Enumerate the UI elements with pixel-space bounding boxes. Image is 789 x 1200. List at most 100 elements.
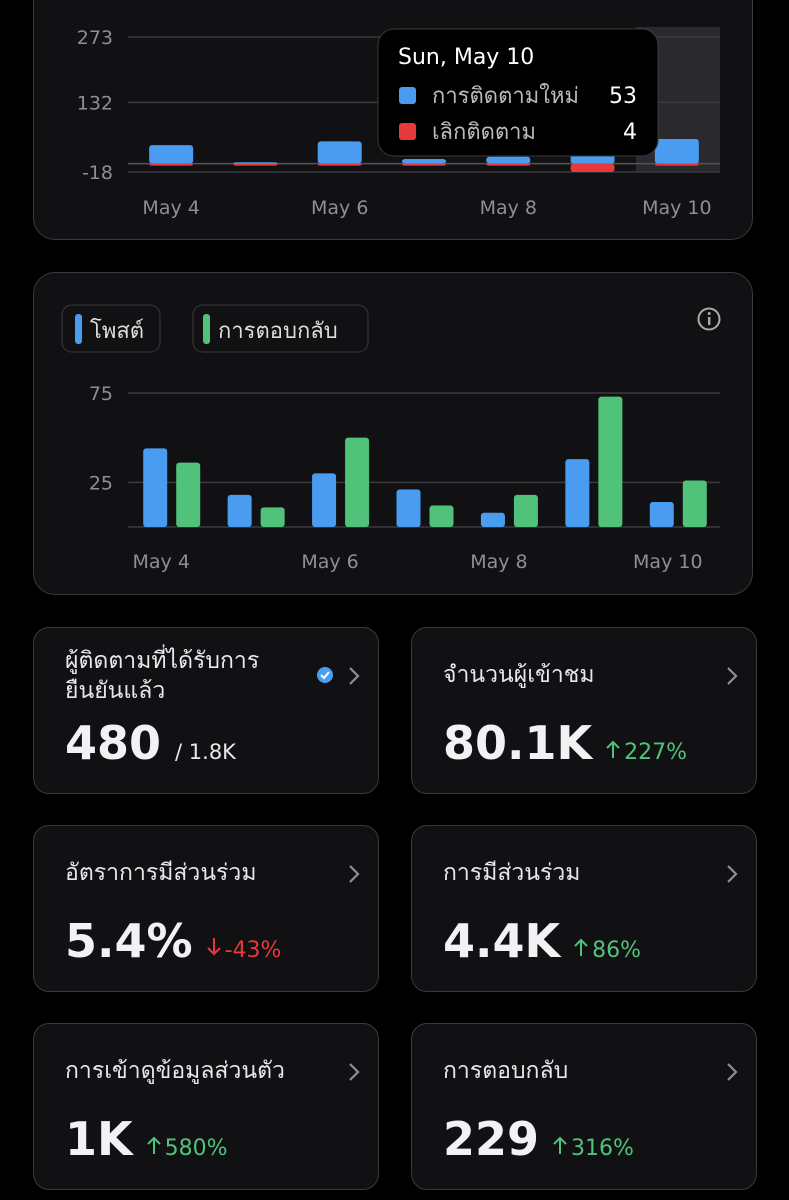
legend-swatch	[75, 314, 82, 344]
card-value-row: 80.1K 227%	[443, 716, 687, 770]
card-value: 5.4%	[65, 914, 193, 968]
bar	[513, 494, 538, 527]
card-title: ผู้ติดตามที่ได้รับการยืนยันแล้ว	[65, 648, 260, 704]
tooltip-title: Sun, May 10	[398, 45, 534, 70]
bar	[480, 512, 505, 527]
chevron	[348, 1062, 360, 1086]
card-value-row: 480 / 1.8K	[65, 716, 236, 770]
legend-chip[interactable]	[192, 304, 369, 353]
x-tick-label: May 10	[642, 197, 712, 219]
chevron	[348, 666, 360, 690]
stat-card[interactable]: อัตราการมีส่วนร่วม 5.4% -43%	[33, 825, 379, 992]
x-tick-label: May 8	[470, 551, 527, 573]
chevron	[726, 666, 738, 690]
legend-chip[interactable]	[61, 304, 161, 353]
bar	[486, 156, 531, 164]
y-tick-label: 273	[77, 27, 113, 49]
card-value-row: 5.4% -43%	[65, 914, 281, 968]
stat-card[interactable]: การมีส่วนร่วม 4.4K 86%	[411, 825, 757, 992]
y-tick-label: 132	[77, 92, 113, 114]
stat-card[interactable]: ผู้ติดตามที่ได้รับการยืนยันแล้ว 480 / 1.8K	[33, 627, 379, 794]
tooltip-swatch	[399, 123, 416, 140]
change-value: 227%	[624, 739, 688, 765]
card-value: 80.1K	[443, 716, 593, 770]
x-tick-label: May 10	[633, 551, 703, 573]
tooltip-value: 53	[609, 84, 637, 109]
card-value: 4.4K	[443, 914, 561, 968]
card-total: / 1.8K	[175, 740, 236, 764]
bar	[654, 139, 699, 164]
bar	[143, 448, 168, 527]
card-value-row: 229 316%	[443, 1112, 634, 1166]
tooltip-value: 4	[623, 120, 637, 145]
card-change: -43%	[206, 937, 282, 963]
bar	[402, 159, 446, 164]
stat-card[interactable]: การตอบกลับ 229 316%	[411, 1023, 757, 1190]
bar	[312, 473, 337, 527]
chevron	[348, 864, 360, 888]
bar	[345, 437, 370, 527]
bar	[682, 480, 707, 527]
bar	[598, 396, 623, 527]
bar	[486, 163, 531, 166]
tooltip-label: การติดตามใหม่	[432, 83, 579, 109]
x-tick-label: May 4	[142, 197, 199, 219]
bar	[565, 459, 590, 527]
card-title: การตอบกลับ	[443, 1058, 569, 1084]
legend-label[interactable]: โพสต์	[90, 318, 144, 344]
chevron	[726, 864, 738, 888]
card-change: 227%	[606, 739, 687, 765]
card-change: 86%	[574, 937, 641, 963]
card-value: 229	[443, 1112, 540, 1166]
card-title: การมีส่วนร่วม	[443, 860, 581, 886]
stat-card[interactable]: จำนวนผู้เข้าชม 80.1K 227%	[411, 627, 757, 794]
card-title: การเข้าดูข้อมูลส่วนตัว	[65, 1058, 285, 1084]
y-tick-label: -18	[82, 162, 113, 184]
bar	[233, 163, 278, 166]
bar	[317, 163, 362, 166]
legend-label[interactable]: การตอบกลับ	[218, 319, 338, 344]
bar	[429, 505, 454, 527]
card-title: อัตราการมีส่วนร่วม	[65, 860, 257, 886]
trend-arrow	[146, 1135, 161, 1161]
card-title: จำนวนผู้เข้าชม	[443, 662, 595, 688]
card-value-row: 1K 580%	[65, 1112, 228, 1166]
bar	[402, 163, 446, 166]
info-icon[interactable]	[697, 307, 721, 331]
trend-arrow	[606, 739, 620, 765]
charts: 273 132 -18 May 4 May 6 May 8 May 10 75 25 May 4 M…	[61, 27, 721, 573]
bar	[654, 163, 699, 166]
bar	[317, 141, 362, 164]
change-value: -43%	[224, 937, 282, 963]
bar	[260, 507, 285, 527]
activity-panel	[33, 272, 753, 595]
card-value: 1K	[65, 1112, 133, 1166]
x-tick-label: May 8	[480, 197, 537, 219]
x-tick-label: May 4	[133, 551, 190, 573]
bar	[149, 163, 194, 166]
trend-arrow	[206, 937, 221, 963]
bar	[149, 145, 194, 164]
card-change: 580%	[146, 1135, 228, 1161]
x-tick-label: May 6	[311, 197, 368, 219]
bar	[176, 462, 201, 527]
trend-arrow	[574, 937, 588, 963]
bar	[227, 494, 252, 527]
legend-swatch	[203, 314, 210, 344]
bar	[570, 163, 615, 172]
tooltip-label: เลิกติดตาม	[432, 120, 536, 145]
bar	[649, 501, 674, 527]
y-tick-label: 75	[89, 383, 113, 405]
y-tick-label: 25	[89, 472, 113, 494]
change-value: 86%	[592, 937, 642, 963]
card-value: 480	[65, 716, 162, 770]
tooltip	[377, 28, 659, 157]
chevron	[726, 1062, 738, 1086]
bar	[396, 489, 421, 527]
change-value: 580%	[164, 1135, 228, 1161]
x-tick-label: May 6	[301, 551, 358, 573]
stat-card[interactable]: การเข้าดูข้อมูลส่วนตัว 1K 580%	[33, 1023, 379, 1190]
change-value: 316%	[571, 1135, 634, 1161]
card-value-row: 4.4K 86%	[443, 914, 641, 968]
